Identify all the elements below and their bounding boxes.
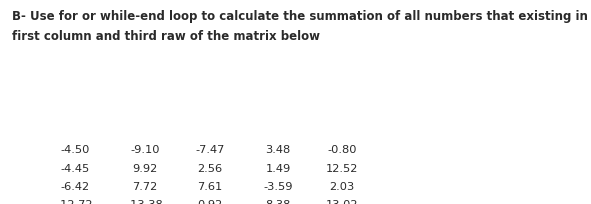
- Text: 13.02: 13.02: [326, 200, 358, 204]
- Text: -3.59: -3.59: [263, 181, 293, 191]
- Text: 12.52: 12.52: [326, 163, 358, 173]
- Text: -7.47: -7.47: [195, 144, 225, 154]
- Text: 7.72: 7.72: [132, 181, 158, 191]
- Text: 2.03: 2.03: [329, 181, 355, 191]
- Text: -4.45: -4.45: [60, 163, 90, 173]
- Text: 3.48: 3.48: [265, 144, 291, 154]
- Text: first column and third raw of the matrix below: first column and third raw of the matrix…: [12, 30, 320, 43]
- Text: -0.80: -0.80: [327, 144, 357, 154]
- Text: -9.10: -9.10: [130, 144, 160, 154]
- Text: 8.38: 8.38: [265, 200, 291, 204]
- Text: 1.49: 1.49: [265, 163, 291, 173]
- Text: 7.61: 7.61: [197, 181, 223, 191]
- Text: 0.92: 0.92: [197, 200, 223, 204]
- Text: 9.92: 9.92: [132, 163, 158, 173]
- Text: -13.38: -13.38: [126, 200, 163, 204]
- Text: 2.56: 2.56: [197, 163, 223, 173]
- Text: -12.72: -12.72: [57, 200, 93, 204]
- Text: -6.42: -6.42: [60, 181, 90, 191]
- Text: -4.50: -4.50: [60, 144, 90, 154]
- Text: B- Use for or while-end loop to calculate the summation of all numbers that exis: B- Use for or while-end loop to calculat…: [12, 10, 591, 23]
